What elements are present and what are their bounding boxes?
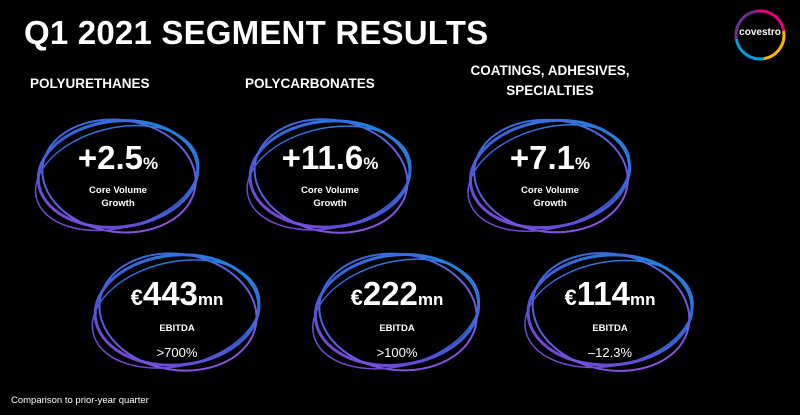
ebitda-label: EBITDA bbox=[592, 323, 628, 334]
ebitda-value: €443mn bbox=[130, 275, 224, 312]
segment-title-polycarbonates: POLYCARBONATES bbox=[245, 76, 375, 91]
segment-title-coatings: COATINGS, ADHESIVES, SPECIALTIES bbox=[455, 61, 645, 101]
ebitda-comparison: >700% bbox=[156, 345, 198, 360]
ebitda-label: EBITDA bbox=[379, 323, 415, 334]
ring-scribble-icon bbox=[467, 118, 632, 234]
ring-scribble-icon bbox=[246, 118, 412, 234]
ebitda-comparison: >100% bbox=[376, 345, 418, 360]
ring-scribble-icon bbox=[524, 252, 694, 372]
ebitda-card-coatings: €114mn EBITDA –12.3% bbox=[515, 248, 705, 378]
volume-value: +11.6% bbox=[281, 139, 379, 176]
ebitda-comparison: –12.3% bbox=[587, 345, 633, 360]
volume-value: +2.5% bbox=[77, 139, 159, 176]
ring-scribble-icon bbox=[91, 252, 261, 372]
covestro-logo: covestro bbox=[733, 8, 787, 62]
volume-label: Core Volume Growth bbox=[521, 185, 579, 209]
volume-card-polyurethanes: +2.5% Core Volume Growth bbox=[23, 112, 213, 242]
ebitda-card-polycarbonates: €222mn EBITDA >100% bbox=[302, 248, 492, 378]
volume-label: Core Volume Growth bbox=[301, 185, 359, 209]
volume-value: +7.1% bbox=[509, 139, 591, 176]
ebitda-value: €222mn bbox=[350, 275, 444, 312]
page-title: Q1 2021 SEGMENT RESULTS bbox=[24, 14, 489, 51]
logo-text: covestro bbox=[739, 27, 781, 38]
ebitda-label: EBITDA bbox=[159, 323, 195, 334]
volume-label: Core Volume Growth bbox=[89, 185, 147, 209]
segment-title-polyurethanes: POLYURETHANES bbox=[30, 76, 150, 91]
volume-card-polycarbonates: +11.6% Core Volume Growth bbox=[235, 112, 425, 242]
footnote: Comparison to prior-year quarter bbox=[11, 395, 149, 406]
segment-title-line1: COATINGS, ADHESIVES, bbox=[470, 63, 630, 78]
ring-scribble-icon bbox=[34, 118, 200, 234]
volume-card-coatings: +7.1% Core Volume Growth bbox=[455, 112, 645, 242]
ebitda-card-polyurethanes: €443mn EBITDA >700% bbox=[82, 248, 272, 378]
ring-scribble-icon bbox=[312, 252, 481, 372]
segment-title-line2: SPECIALTIES bbox=[506, 83, 594, 98]
ebitda-value: €114mn bbox=[564, 275, 656, 312]
